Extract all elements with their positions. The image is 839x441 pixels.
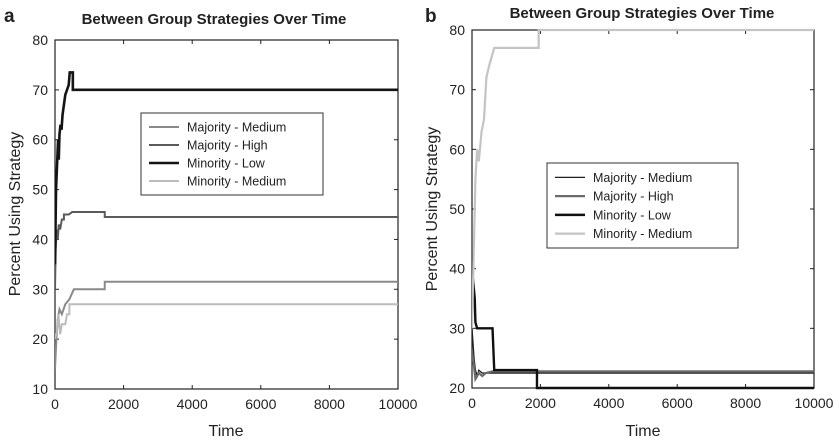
panel-a-plot-area xyxy=(54,39,399,390)
series-line-majority-high xyxy=(55,211,398,290)
series-line-minority-low xyxy=(472,268,814,390)
y-tick-label: 10 xyxy=(32,381,48,397)
legend-label: Majority - High xyxy=(593,190,674,204)
panel-a-chart: a Between Group Strategies Over Time 0 20… xyxy=(4,6,418,440)
panel-b-chart: b Between Group Strategies Over Time 0 20… xyxy=(424,5,834,440)
y-tick-label: 20 xyxy=(32,331,48,347)
legend-label: Majority - Medium xyxy=(593,171,692,185)
x-tick-label: 4000 xyxy=(593,395,624,411)
x-tick-label: 2000 xyxy=(108,396,139,412)
y-tick-label: 30 xyxy=(449,320,465,336)
legend-label: Minority - Low xyxy=(187,157,266,171)
panel-a-legend: Majority - Medium Majority - High Minority… xyxy=(140,112,324,196)
panel-b-lines xyxy=(472,28,814,390)
panel-b-legend: Majority - Medium Majority - High Minority… xyxy=(546,162,739,249)
panel-b-x-axis-label: Time xyxy=(626,423,661,440)
y-tick-label: 30 xyxy=(32,281,48,297)
y-tick-label: 80 xyxy=(449,22,465,38)
panel-a-y-axis-label: Percent Using Strategy xyxy=(7,132,24,297)
y-tick-label: 70 xyxy=(449,82,465,98)
y-tick-label: 80 xyxy=(32,32,48,48)
panel-a-title: Between Group Strategies Over Time xyxy=(82,11,347,28)
panel-b-letter: b xyxy=(425,6,437,27)
x-tick-label: 8000 xyxy=(730,395,761,411)
legend-label: Majority - Medium xyxy=(187,121,286,135)
legend-label: Minority - Low xyxy=(593,208,672,222)
panel-a-lines xyxy=(55,71,398,370)
x-tick-label: 0 xyxy=(51,396,59,412)
legend-label: Majority - High xyxy=(187,139,268,153)
y-tick-label: 40 xyxy=(449,261,465,277)
x-tick-label: 6000 xyxy=(662,395,693,411)
series-line-minority-medium xyxy=(472,28,814,329)
y-tick-label: 50 xyxy=(449,201,465,217)
y-tick-label: 20 xyxy=(449,380,465,396)
legend-label: Minority - Medium xyxy=(593,227,692,241)
x-tick-label: 2000 xyxy=(525,395,556,411)
y-tick-label: 50 xyxy=(32,182,48,198)
panel-b-ticks: 0 2000 4000 6000 8000 10000 20 30 40 50 60 70 80 xyxy=(449,22,833,411)
panel-a-x-axis-label: Time xyxy=(209,423,244,440)
x-tick-label: 10000 xyxy=(795,395,834,411)
panel-b-title: Between Group Strategies Over Time xyxy=(510,5,775,22)
y-tick-label: 70 xyxy=(32,82,48,98)
x-tick-label: 4000 xyxy=(177,396,208,412)
y-tick-label: 60 xyxy=(32,132,48,148)
y-tick-label: 60 xyxy=(449,141,465,157)
x-tick-label: 6000 xyxy=(245,396,276,412)
series-line-minority-medium xyxy=(55,303,398,340)
x-tick-label: 10000 xyxy=(379,396,418,412)
y-tick-label: 40 xyxy=(32,231,48,247)
series-line-minority-low xyxy=(55,71,398,265)
panel-b-y-axis-label: Percent Using Strategy xyxy=(424,127,441,292)
panel-a-letter: a xyxy=(4,6,15,27)
panel-a-ticks: 0 2000 4000 6000 8000 10000 10 20 30 40 50 60 70 80 xyxy=(32,32,417,412)
legend-label: Minority - Medium xyxy=(187,175,286,189)
series-line-majority-high xyxy=(472,352,814,383)
x-tick-label: 0 xyxy=(468,395,476,411)
x-tick-label: 8000 xyxy=(314,396,345,412)
